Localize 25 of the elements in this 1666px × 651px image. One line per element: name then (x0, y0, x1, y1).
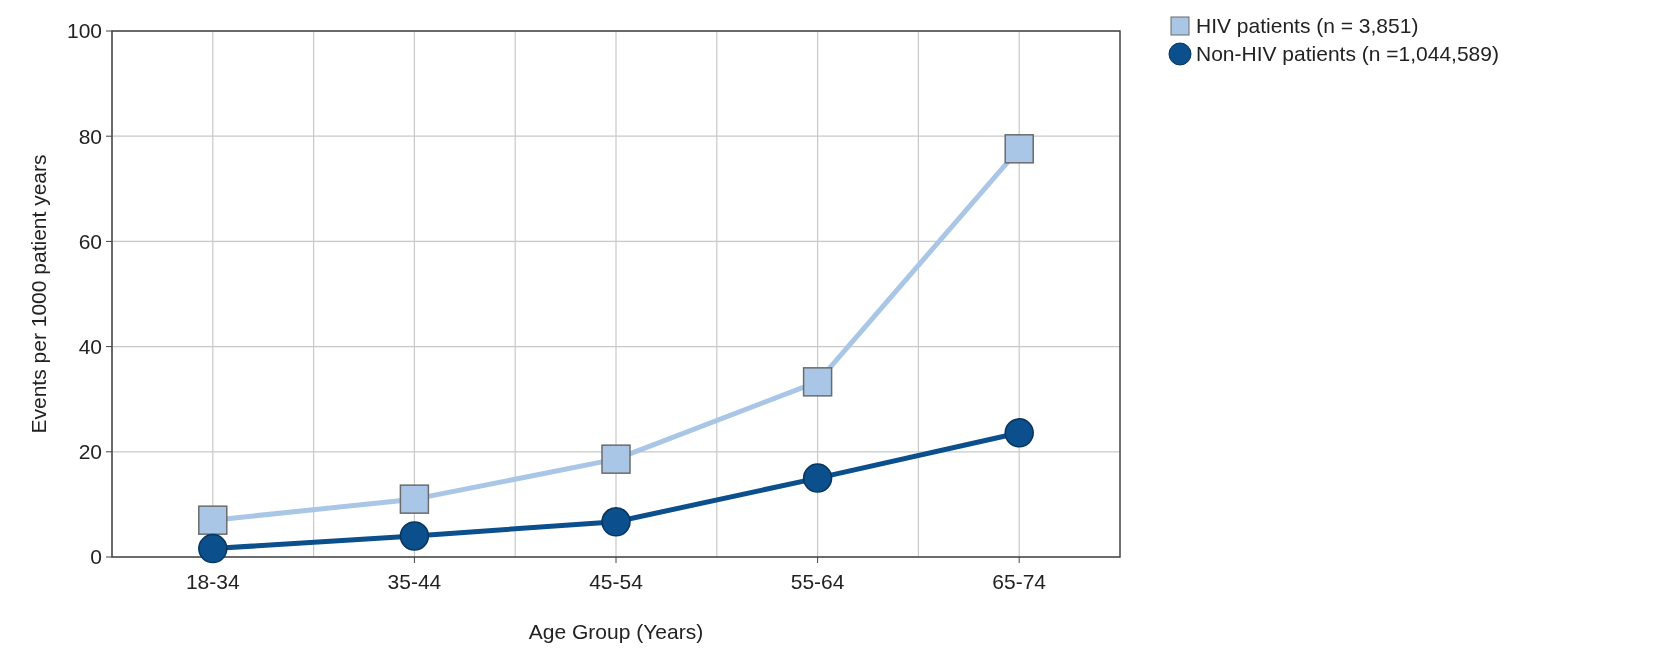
y-tick-label: 0 (90, 545, 102, 569)
point (1004, 418, 1034, 448)
legend-label: HIV patients (n = 3,851) (1196, 14, 1419, 38)
point (601, 444, 631, 474)
x-axis-title: Age Group (Years) (528, 620, 704, 643)
y-tick-label: 100 (66, 19, 102, 43)
y-tick-label: 40 (78, 334, 102, 358)
x-tick-label: 55-64 (790, 570, 845, 593)
y-tick-label: 60 (78, 229, 102, 253)
y-axis-title: Events per 1000 patient years (27, 154, 50, 434)
point (1004, 134, 1034, 164)
x-tick-label: 18-34 (185, 570, 240, 593)
x-tick-label: 35-44 (387, 570, 442, 593)
point (399, 484, 430, 514)
point (399, 521, 430, 551)
x-tick-label: 45-54 (589, 570, 644, 593)
x-tick-label: 65-74 (992, 570, 1047, 593)
point (802, 367, 833, 397)
point (601, 507, 631, 537)
legend-label: Non-HIV patients (n =1,044,589) (1196, 42, 1499, 66)
y-tick-label: 20 (78, 440, 102, 464)
point (802, 463, 833, 493)
y-tick-label: 80 (78, 124, 102, 148)
point (198, 533, 228, 564)
point (198, 505, 228, 535)
